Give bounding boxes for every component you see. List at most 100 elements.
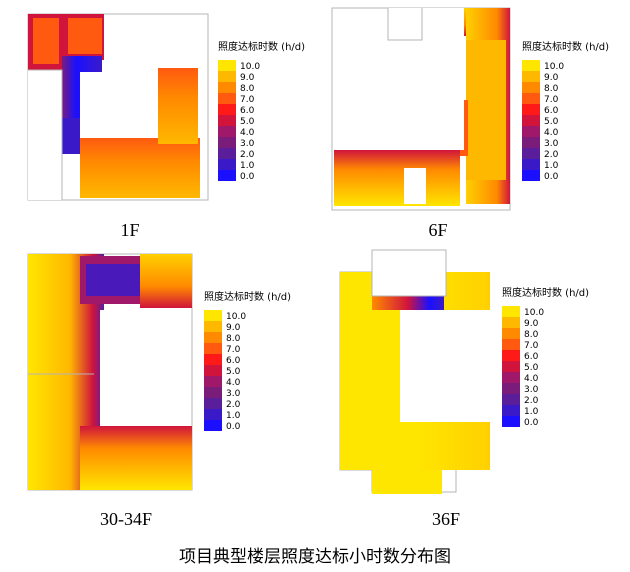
legend-36f-swatch: [502, 416, 520, 427]
floor-1f-zone-north-core: [68, 18, 102, 54]
legend-1f-tick-label: 8.0: [240, 84, 255, 94]
legend-36f-tick-label: 6.0: [524, 352, 539, 362]
legend-1f-swatch: [218, 104, 236, 115]
legend-30-34f-tick-label: 8.0: [226, 334, 241, 344]
legend-1f-title: 照度达标时数 (h/d): [218, 40, 305, 53]
floor-1f-void: [80, 72, 160, 142]
legend-1f-tick-label: 4.0: [240, 128, 255, 138]
legend-6f-swatch: [522, 115, 540, 126]
legend-6f-tick-label: 9.0: [544, 73, 559, 83]
legend-36f-tick-label: 5.0: [524, 363, 539, 373]
legend-6f-swatch: [522, 60, 540, 71]
legend-36f-swatch: [502, 383, 520, 394]
legend-6f-tick-label: 10.0: [544, 62, 564, 72]
legend-30-34f-swatch: [204, 409, 222, 420]
legend-1f-swatch: [218, 170, 236, 181]
legend-6f-title: 照度达标时数 (h/d): [522, 40, 609, 53]
legend-36f-tick-label: 1.0: [524, 407, 539, 417]
floor-1f-label: 1F: [120, 220, 139, 240]
legend-36f-tick-label: 0.0: [524, 418, 539, 428]
legend-36f-swatch: [502, 405, 520, 416]
legend-6f-swatch: [522, 137, 540, 148]
floor-30-34f-zone-north-dark: [86, 264, 140, 296]
legend-36f-swatch: [502, 317, 520, 328]
legend-36f: 照度达标时数 (h/d) 10.09.08.07.06.05.04.03.02.…: [502, 286, 589, 428]
legend-6f-swatch: [522, 93, 540, 104]
legend-36f-swatch: [502, 339, 520, 350]
legend-1f-swatch: [218, 115, 236, 126]
legend-30-34f-tick-label: 3.0: [226, 389, 241, 399]
legend-1f-tick-label: 9.0: [240, 73, 255, 83]
floor-30-34f-heatmap: [27, 253, 193, 491]
legend-6f-swatch: [522, 104, 540, 115]
legend-30-34f-swatch: [204, 332, 222, 343]
legend-36f-swatch: [502, 306, 520, 317]
legend-36f-tick-label: 7.0: [524, 341, 539, 351]
legend-6f-tick-label: 5.0: [544, 117, 559, 127]
legend-36f-swatch: [502, 328, 520, 339]
floor-6f-label: 6F: [428, 220, 447, 240]
floor-36f-label: 36F: [432, 509, 460, 529]
floor-30-34f-zone-ne: [140, 254, 192, 308]
floor-36f-void: [400, 310, 490, 422]
legend-36f-tick-label: 2.0: [524, 396, 539, 406]
legend-6f-swatch: [522, 148, 540, 159]
floor-36f-void-top: [371, 249, 447, 297]
legend-30-34f-swatch: [204, 354, 222, 365]
legend-30-34f-tick-label: 10.0: [226, 312, 246, 322]
legend-30-34f-tick-label: 1.0: [226, 411, 241, 421]
floor-6f-void: [334, 8, 464, 150]
legend-30-34f-title: 照度达标时数 (h/d): [204, 290, 291, 303]
legend-6f-tick-label: 7.0: [544, 95, 559, 105]
legend-1f-swatch: [218, 71, 236, 82]
legend-1f-tick-label: 6.0: [240, 106, 255, 116]
legend-30-34f-swatch: [204, 398, 222, 409]
floor-6f-zone-east-core: [466, 40, 506, 180]
legend-1f-tick-label: 3.0: [240, 139, 255, 149]
legend-1f-swatch: [218, 93, 236, 104]
legend-30-34f-swatches: 10.09.08.07.06.05.04.03.02.01.00.0: [204, 310, 246, 432]
legend-30-34f-swatch: [204, 310, 222, 321]
legend-1f-swatches: 10.09.08.07.06.05.04.03.02.01.00.0: [218, 60, 260, 182]
floor-1f-zone-south: [80, 138, 200, 198]
legend-36f-tick-label: 3.0: [524, 385, 539, 395]
legend-36f-swatch: [502, 394, 520, 405]
legend-30-34f-tick-label: 2.0: [226, 400, 241, 410]
legend-36f-title: 照度达标时数 (h/d): [502, 286, 589, 299]
legend-36f-swatch: [502, 372, 520, 383]
legend-36f-swatches: 10.09.08.07.06.05.04.03.02.01.00.0: [502, 306, 544, 428]
legend-30-34f-swatch: [204, 365, 222, 376]
legend-6f-tick-label: 1.0: [544, 161, 559, 171]
legend-30-34f-swatch: [204, 387, 222, 398]
legend-1f-swatch: [218, 137, 236, 148]
legend-6f-tick-label: 8.0: [544, 84, 559, 94]
legend-1f-tick-label: 0.0: [240, 172, 255, 182]
floor-36f-heatmap: [339, 249, 490, 494]
floor-6f-notch-outline: [332, 7, 423, 41]
floor-6f-void-notch: [404, 168, 426, 204]
legend-6f-tick-label: 3.0: [544, 139, 559, 149]
floor-1f-void-west: [28, 70, 62, 200]
legend-36f-swatch: [502, 350, 520, 361]
legend-36f-tick-label: 10.0: [524, 308, 544, 318]
floor-6f-heatmap: [331, 7, 511, 211]
legend-1f-tick-label: 5.0: [240, 117, 255, 127]
legend-1f-swatch: [218, 60, 236, 71]
floor-36f-zone-north-edge: [372, 296, 444, 310]
legend-1f-tick-label: 2.0: [240, 150, 255, 160]
legend-1f-tick-label: 7.0: [240, 95, 255, 105]
floor-30-34f-zone-south: [80, 426, 192, 490]
floor-1f-zone-east: [158, 68, 198, 144]
legend-6f-swatch: [522, 71, 540, 82]
legend-1f: 照度达标时数 (h/d) 10.09.08.07.06.05.04.03.02.…: [218, 40, 305, 182]
legend-30-34f-tick-label: 0.0: [226, 422, 241, 432]
floor-36f-zone-south-tab: [372, 470, 442, 494]
legend-6f: 照度达标时数 (h/d) 10.09.08.07.06.05.04.03.02.…: [522, 40, 609, 182]
legend-1f-swatch: [218, 126, 236, 137]
floor-1f-zone-nw-core: [33, 18, 59, 64]
legend-36f-tick-label: 8.0: [524, 330, 539, 340]
legend-6f-tick-label: 2.0: [544, 150, 559, 160]
floor-30-34f-label: 30-34F: [100, 509, 152, 529]
legend-30-34f-swatch: [204, 321, 222, 332]
